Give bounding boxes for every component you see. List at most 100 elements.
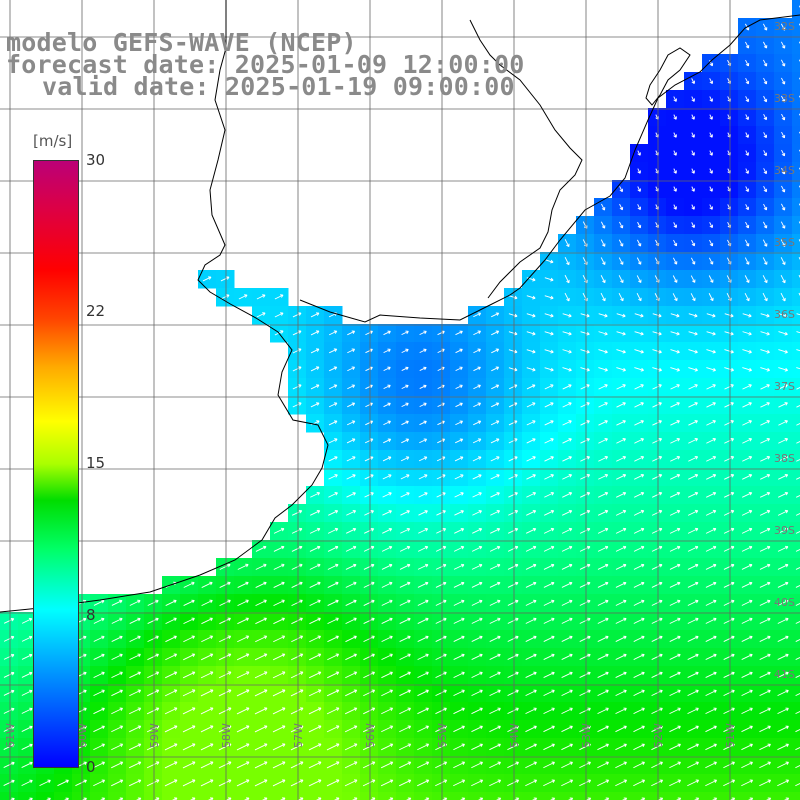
wind-arrow [561,581,573,588]
wind-arrow [742,420,752,426]
wind-arrow [741,725,753,733]
wind-arrow [616,349,626,354]
wind-arrow [616,438,626,444]
wind-arrow [182,707,196,715]
wind-arrow [455,348,463,354]
wind-arrow [633,725,645,733]
wind-arrow [723,563,735,570]
wind-cell [702,792,721,800]
wind-arrow [564,274,570,284]
wind-arrow [745,41,750,49]
wind-arrow [672,293,678,302]
wind-arrow [346,438,356,444]
wind-arrow [723,689,735,697]
wind-arrow [399,617,411,624]
wind-arrow [705,491,717,498]
wind-arrow [218,671,232,679]
wind-arrow [633,671,645,678]
wind-arrow [634,402,644,408]
wind-arrow [633,545,645,552]
wind-arrow [326,779,340,787]
wind-arrow [615,527,627,534]
wind-arrow [598,331,608,336]
wind-arrow [236,689,250,697]
wind-arrow [346,420,356,426]
wind-arrow [526,367,536,372]
wind-arrow [244,797,250,800]
wind-arrow [218,707,232,715]
wind-arrow [705,545,717,552]
wind-arrow [742,473,753,480]
wind-cell [792,360,800,379]
wind-arrow [544,295,554,300]
wind-arrow [687,725,699,733]
wind-arrow [597,617,609,624]
wind-arrow [705,743,717,751]
wind-arrow [778,473,789,480]
wind-arrow [561,563,573,570]
wind-arrow [640,797,646,800]
wind-arrow [762,23,768,31]
wind-arrow [272,707,286,715]
wind-arrow [633,653,645,660]
wind-arrow [651,491,663,498]
wind-arrow [381,599,393,606]
wind-arrow [543,671,555,678]
wind-arrow [436,528,447,534]
wind-arrow [709,59,714,67]
wind-arrow [400,527,411,534]
wind-arrow [290,743,304,751]
wind-arrow [709,132,713,138]
wind-arrow [598,349,608,354]
wind-arrow [618,275,624,284]
wind-arrow [526,420,536,426]
wind-arrow [615,581,627,588]
wind-arrow [708,293,714,302]
wind-arrow [543,527,555,534]
wind-arrow [254,689,268,697]
wind-cell [72,792,91,800]
wind-arrow [328,420,338,426]
wind-arrow [308,761,322,769]
wind-arrow [290,725,304,733]
wind-arrow [489,761,502,769]
wind-arrow [676,797,682,800]
wind-arrow [363,689,376,697]
wind-arrow [672,275,678,283]
wind-arrow [633,707,645,715]
wind-arrow [796,313,800,316]
wind-arrow [597,599,609,606]
wind-arrow [508,384,518,390]
wind-arrow [615,563,627,570]
wind-arrow [669,491,681,498]
wind-arrow [419,348,427,354]
wind-arrow [633,509,645,516]
wind-arrow [598,402,608,408]
wind-arrow [709,150,713,156]
wind-arrow [633,761,646,769]
wind-arrow [688,438,699,444]
wind-arrow [763,203,768,211]
wind-arrow [308,779,322,787]
wind-arrow [218,761,232,769]
wind-arrow [255,635,268,643]
wind-arrow [723,635,735,642]
lat-label: 32S [774,20,795,33]
wind-arrow [334,797,340,800]
wind-cell [144,792,163,800]
wind-arrow [473,384,481,390]
wind-arrow [795,620,800,624]
lon-label: 58W [220,723,233,748]
wind-arrow [795,674,800,678]
wind-arrow [744,292,750,302]
wind-arrow [237,635,250,643]
wind-arrow [436,510,446,516]
wind-arrow [472,510,482,516]
wind-arrow [651,527,663,534]
wind-arrow [673,96,677,102]
wind-arrow [309,617,321,625]
wind-arrow [634,331,644,336]
wind-arrow [291,509,303,516]
wind-arrow [633,491,645,498]
wind-arrow [273,563,285,570]
